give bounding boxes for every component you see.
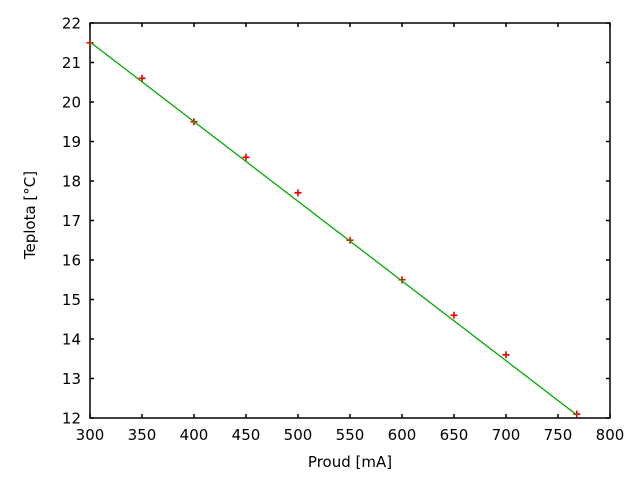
plus-marker bbox=[138, 74, 146, 82]
y-tick-label: 16 bbox=[62, 252, 81, 270]
x-tick-label: 750 bbox=[544, 426, 573, 444]
plot-border bbox=[89, 22, 611, 419]
plus-marker bbox=[450, 311, 458, 319]
plus-marker bbox=[346, 236, 354, 244]
y-tick-label: 13 bbox=[62, 370, 81, 388]
y-tick-label: 15 bbox=[62, 291, 81, 309]
y-tick-label: 14 bbox=[62, 331, 81, 349]
x-axis-title: Proud [mA] bbox=[307, 453, 393, 471]
y-tick-label: 20 bbox=[62, 94, 81, 112]
x-tick-label: 550 bbox=[336, 426, 365, 444]
y-tick-label: 12 bbox=[62, 410, 81, 428]
plus-marker bbox=[242, 153, 250, 161]
x-tick-label: 650 bbox=[440, 426, 469, 444]
y-tick-label: 22 bbox=[62, 15, 81, 33]
x-tick-label: 800 bbox=[596, 426, 625, 444]
y-axis-title: Teplota [°C] bbox=[21, 170, 39, 260]
x-tick-label: 300 bbox=[76, 426, 105, 444]
x-axis-ticks: 300 350 400 450 500 550 600 650 700 750 800 bbox=[76, 23, 625, 444]
fit-line bbox=[89, 41, 578, 416]
x-tick-label: 600 bbox=[388, 426, 417, 444]
y-tick-label: 18 bbox=[62, 173, 81, 191]
y-tick-label: 17 bbox=[62, 212, 81, 230]
y-tick-label: 19 bbox=[62, 133, 81, 151]
plus-marker bbox=[294, 189, 302, 197]
x-tick-label: 500 bbox=[284, 426, 313, 444]
plus-marker bbox=[502, 351, 510, 359]
y-tick-label: 21 bbox=[62, 54, 81, 72]
x-tick-label: 400 bbox=[180, 426, 209, 444]
y-axis-ticks: 12 13 14 15 16 17 18 19 20 21 22 bbox=[62, 15, 610, 428]
x-tick-label: 450 bbox=[232, 426, 261, 444]
x-tick-label: 700 bbox=[492, 426, 521, 444]
x-tick-label: 350 bbox=[128, 426, 157, 444]
